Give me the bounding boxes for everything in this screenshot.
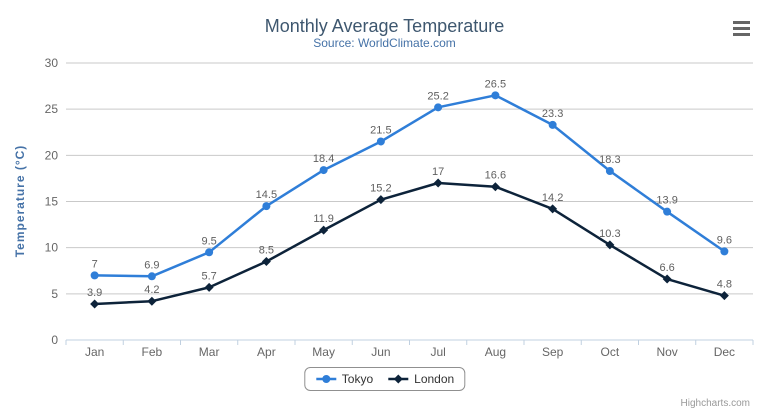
x-axis-tick-label: Apr xyxy=(257,345,276,359)
data-point-tokyo[interactable] xyxy=(434,103,443,112)
data-point-london[interactable] xyxy=(204,282,214,292)
y-axis-tick-label: 0 xyxy=(51,333,58,347)
data-point-tokyo[interactable] xyxy=(90,271,99,280)
data-label: 6.6 xyxy=(659,262,674,274)
x-axis-tick-label: Jul xyxy=(430,345,445,359)
data-point-london[interactable] xyxy=(376,195,386,205)
hamburger-menu-icon[interactable] xyxy=(733,21,750,36)
data-label: 14.5 xyxy=(256,189,277,201)
x-axis-tick-label: Feb xyxy=(142,345,163,359)
data-point-tokyo[interactable] xyxy=(720,247,729,256)
data-point-london[interactable] xyxy=(719,291,729,301)
x-axis-tick-label: May xyxy=(312,345,335,359)
data-point-tokyo[interactable] xyxy=(491,91,500,100)
data-label: 26.5 xyxy=(485,78,506,90)
menu-bar xyxy=(733,21,750,24)
series-line-tokyo[interactable] xyxy=(93,94,726,278)
legend-label-tokyo: Tokyo xyxy=(341,372,374,386)
data-label: 9.6 xyxy=(717,234,732,246)
data-label: 21.5 xyxy=(370,124,391,136)
data-point-tokyo[interactable] xyxy=(548,120,557,129)
menu-bar xyxy=(733,33,750,36)
data-label: 16.6 xyxy=(485,170,506,182)
data-point-london[interactable] xyxy=(490,182,500,192)
x-axis-tick-label: Mar xyxy=(199,345,220,359)
data-point-tokyo[interactable] xyxy=(262,202,271,211)
data-point-tokyo[interactable] xyxy=(319,166,328,175)
data-label: 4.8 xyxy=(717,279,732,291)
axis-layer: 0 5 10 15 20 25 30 Jan Feb Mar Apr May Jun Jul Aug Sep O… xyxy=(45,56,754,359)
data-label: 15.2 xyxy=(370,183,391,195)
grid-layer xyxy=(66,62,753,295)
data-label: 3.9 xyxy=(87,287,102,299)
x-axis-tick-label: Sep xyxy=(542,345,564,359)
data-label: 4.2 xyxy=(144,284,159,296)
data-label: 13.9 xyxy=(656,195,677,207)
data-point-tokyo[interactable] xyxy=(147,272,156,281)
data-point-tokyo[interactable] xyxy=(663,207,672,216)
data-point-london[interactable] xyxy=(548,204,558,214)
y-axis-tick-label: 20 xyxy=(45,148,59,162)
y-axis-tick-label: 25 xyxy=(45,102,59,116)
chart-title: Monthly Average Temperature xyxy=(265,16,504,36)
tokyo-series-marker-icon xyxy=(315,375,336,383)
london-series-marker-icon xyxy=(388,374,409,384)
credits-link[interactable]: Highcharts.com xyxy=(680,398,750,409)
data-point-tokyo[interactable] xyxy=(205,248,214,257)
series-line-london[interactable] xyxy=(93,181,726,306)
x-axis-tick-label: Aug xyxy=(485,345,506,359)
chart-subtitle: Source: WorldClimate.com xyxy=(313,36,456,50)
data-point-london[interactable] xyxy=(90,299,100,309)
y-axis-title: Temperature (°C) xyxy=(13,145,27,258)
x-axis-tick-label: Jun xyxy=(371,345,390,359)
data-point-tokyo[interactable] xyxy=(605,167,614,176)
data-point-london[interactable] xyxy=(147,296,157,306)
x-axis-tick-label: Oct xyxy=(601,345,620,359)
data-label: 18.3 xyxy=(599,154,620,166)
y-axis-tick-label: 10 xyxy=(45,241,59,255)
data-label: 25.2 xyxy=(427,90,448,102)
legend-label-london: London xyxy=(414,372,455,386)
data-label: 10.3 xyxy=(599,228,620,240)
data-point-london[interactable] xyxy=(662,274,672,284)
legend-item-london[interactable]: London xyxy=(387,372,454,386)
data-label: 18.4 xyxy=(313,153,334,165)
data-label: 17 xyxy=(432,166,444,178)
data-label: 9.5 xyxy=(201,235,216,247)
y-axis-tick-label: 30 xyxy=(45,56,59,70)
data-label: 6.9 xyxy=(144,259,159,271)
data-label: 11.9 xyxy=(313,213,334,225)
data-label: 5.7 xyxy=(201,270,216,282)
data-label: 8.5 xyxy=(259,245,274,257)
data-point-london[interactable] xyxy=(319,225,329,235)
data-label: 23.3 xyxy=(542,108,563,120)
x-axis-tick-label: Jan xyxy=(85,345,104,359)
data-point-london[interactable] xyxy=(433,178,443,188)
y-axis-tick-label: 15 xyxy=(45,195,59,209)
data-label: 7 xyxy=(92,258,98,270)
series-layer: 7 6.9 9.5 14.5 18.4 21.5 25.2 26.5 23.3 18.3 13.9 9… xyxy=(87,78,732,309)
x-axis-tick-label: Dec xyxy=(714,345,735,359)
menu-bar xyxy=(733,27,750,30)
data-label: 14.2 xyxy=(542,192,563,204)
legend: Tokyo London xyxy=(303,367,466,391)
legend-item-tokyo[interactable]: Tokyo xyxy=(315,372,373,386)
data-point-london[interactable] xyxy=(605,240,615,250)
data-point-tokyo[interactable] xyxy=(376,137,385,146)
y-axis-tick-label: 5 xyxy=(51,287,58,301)
data-point-london[interactable] xyxy=(261,257,271,267)
x-axis-tick-label: Nov xyxy=(656,345,677,359)
